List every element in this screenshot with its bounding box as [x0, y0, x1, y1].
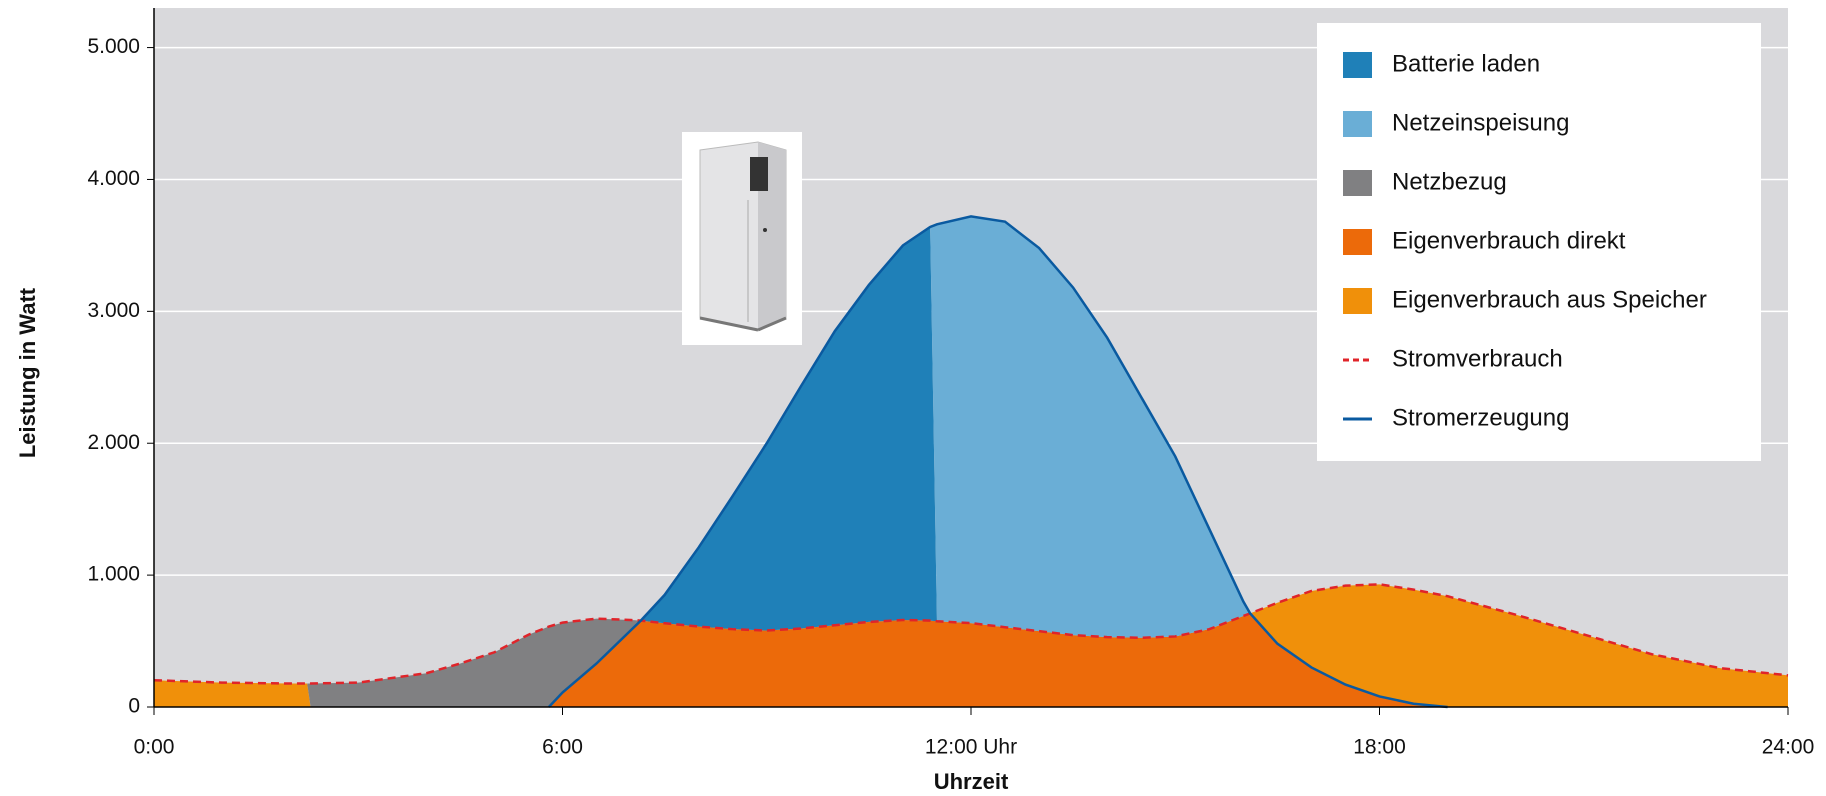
legend-swatch	[1343, 111, 1372, 137]
y-axis-title: Leistung in Watt	[15, 287, 40, 458]
x-tick-label: 24:00	[1762, 736, 1815, 759]
legend-swatch	[1343, 52, 1372, 78]
x-tick-label: 12:00 Uhr	[925, 736, 1017, 759]
y-tick-label: 5.000	[87, 35, 140, 58]
legend-swatch	[1343, 229, 1372, 255]
x-tick-label: 18:00	[1353, 736, 1406, 759]
legend-swatch	[1343, 288, 1372, 314]
chart: 0 1.000 2.000 3.000 4.000 5.000 0:00 6:00 12:00 …	[0, 0, 1826, 796]
legend: Batterie laden Netzeinspeisung Netzbezug Ei…	[1317, 23, 1761, 461]
y-tick-label: 2.000	[87, 431, 140, 454]
product-image	[682, 132, 802, 345]
x-tick-label: 0:00	[134, 736, 175, 759]
legend-label: Eigenverbrauch direkt	[1392, 227, 1626, 254]
y-tick-label: 4.000	[87, 167, 140, 190]
legend-label: Netzeinspeisung	[1392, 109, 1569, 136]
legend-swatch	[1343, 170, 1372, 196]
legend-label: Stromerzeugung	[1392, 404, 1569, 431]
legend-label: Stromverbrauch	[1392, 345, 1563, 372]
y-tick-label: 1.000	[87, 563, 140, 586]
x-tick-label: 6:00	[542, 736, 583, 759]
x-axis-title: Uhrzeit	[934, 769, 1009, 794]
y-tick-label: 0	[128, 695, 140, 718]
legend-label: Netzbezug	[1392, 168, 1507, 195]
y-tick-label: 3.000	[87, 299, 140, 322]
legend-label: Batterie laden	[1392, 50, 1540, 77]
legend-label: Eigenverbrauch aus Speicher	[1392, 286, 1707, 313]
